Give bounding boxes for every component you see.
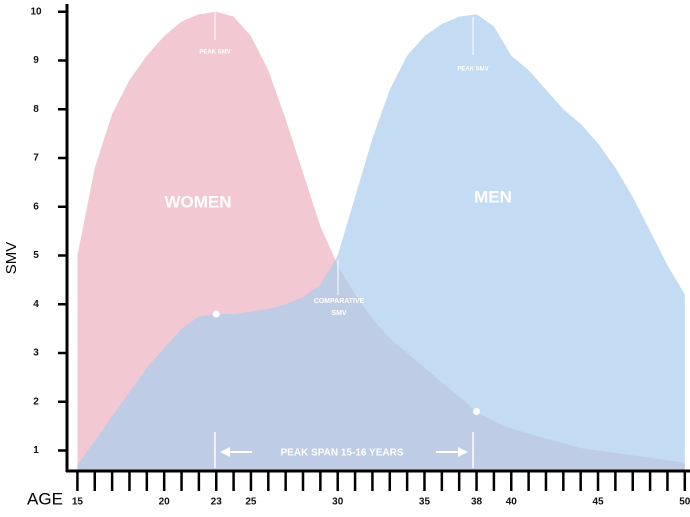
annotation: PEAK SPAN 15-16 YEARS — [280, 448, 403, 459]
x-tick-label: 30 — [332, 497, 344, 508]
x-tick-label: 25 — [245, 497, 257, 508]
arrow-head — [220, 447, 230, 457]
area — [77, 14, 685, 470]
y-tick-label: 6 — [33, 201, 39, 212]
x-tick-label: 15 — [72, 497, 84, 508]
x-tick-label: 45 — [592, 497, 604, 508]
y-axis-label: SMV — [3, 242, 20, 275]
x-axis-label: AGE — [27, 489, 63, 508]
point — [212, 310, 220, 318]
x-tick-label: 20 — [159, 497, 171, 508]
y-tick-label: 2 — [33, 396, 39, 407]
annotation: PEAK SMV — [199, 50, 230, 56]
y-tick-label: 1 — [33, 445, 39, 456]
y-tick-label: 4 — [33, 299, 39, 310]
y-tick-label: 3 — [33, 348, 39, 359]
series-label: WOMEN — [164, 192, 231, 211]
x-tick-label: 50 — [679, 497, 690, 508]
x-tick-label: 40 — [506, 497, 518, 508]
point — [473, 408, 481, 415]
x-tick-label: 35 — [419, 497, 431, 508]
annotation: PEAK SMV — [457, 67, 488, 73]
y-tick-label: 5 — [33, 250, 39, 261]
y-tick-label: 10 — [30, 6, 42, 17]
series-label: MEN — [474, 187, 512, 206]
plot-area — [77, 11, 685, 470]
x-tick-label: 38 — [471, 497, 483, 508]
y-tick-label: 9 — [33, 55, 39, 66]
annotations: PEAK SMV PEAK SMV WOMEN MEN COMPARATIVE … — [164, 12, 512, 468]
arrow-head — [458, 447, 468, 457]
x-tick-label: 23 — [211, 497, 223, 508]
annotation: COMPARATIVE — [314, 298, 365, 305]
annotation: SMV — [331, 310, 347, 317]
y-tick-label: 7 — [33, 153, 39, 164]
y-tick-label: 8 — [33, 104, 39, 115]
